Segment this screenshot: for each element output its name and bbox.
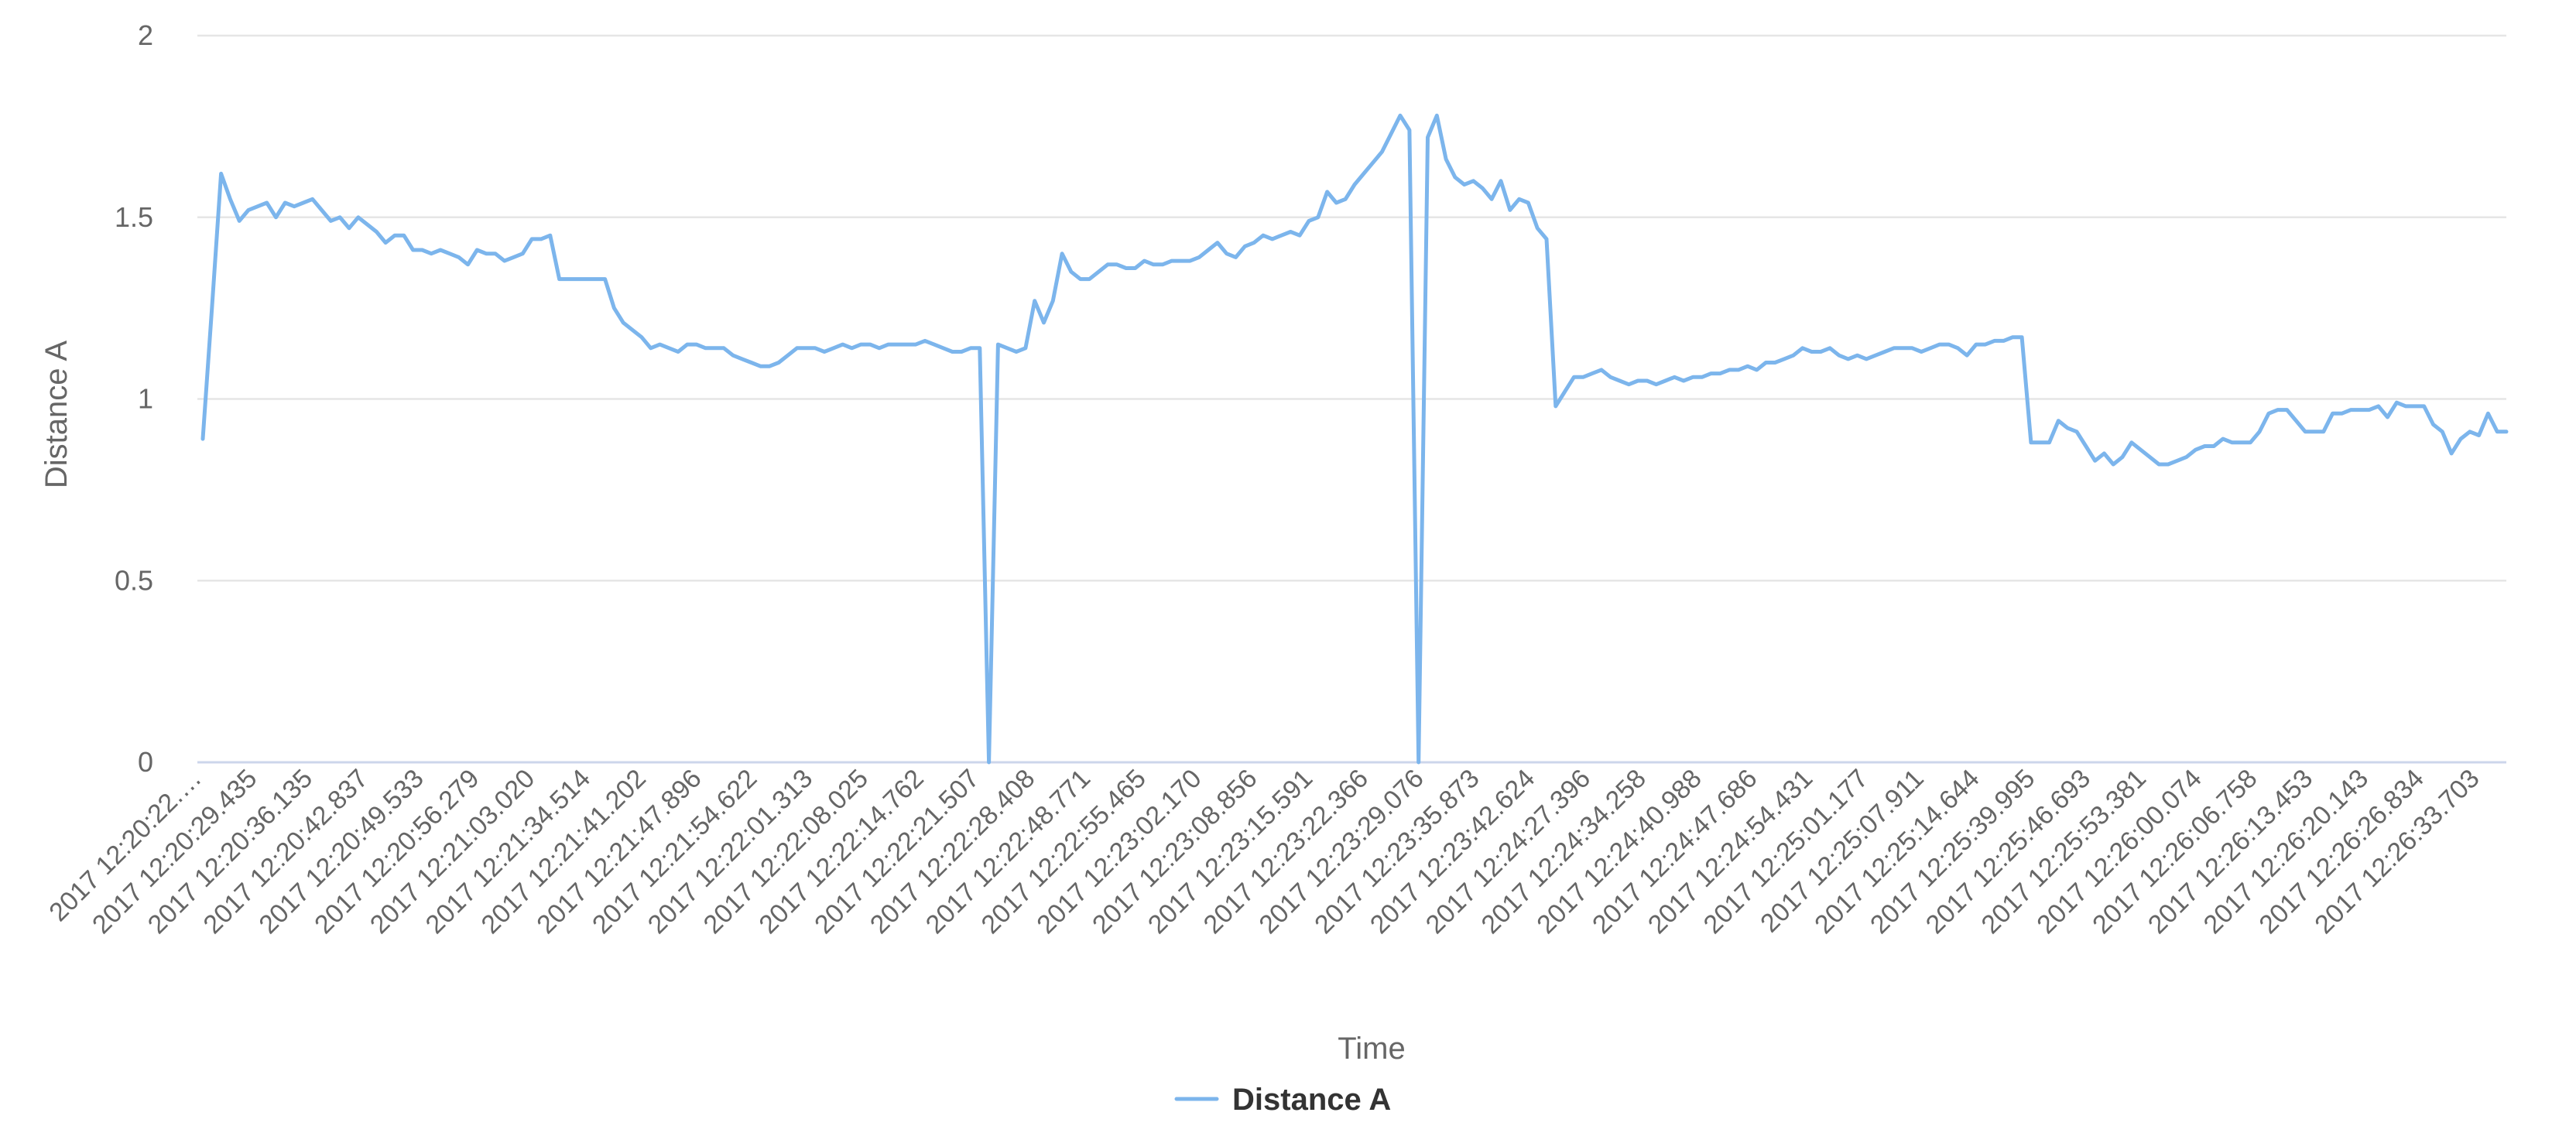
y-tick-label: 0 bbox=[138, 746, 153, 778]
legend-label: Distance A bbox=[1232, 1083, 1391, 1117]
series-line-distance-a[interactable] bbox=[200, 113, 2509, 765]
x-axis-title: Time bbox=[1338, 1032, 1405, 1066]
y-axis-tick-labels: 0 0.5 1 1.5 2 bbox=[115, 19, 153, 778]
y-tick-label: 1 bbox=[138, 383, 153, 415]
y-tick-label: 0.5 bbox=[115, 564, 153, 596]
y-axis-title: Distance A bbox=[39, 341, 74, 489]
series-layer bbox=[200, 113, 2509, 765]
grid-lines bbox=[197, 34, 2506, 582]
y-tick-label: 2 bbox=[138, 19, 153, 51]
legend[interactable]: Distance A bbox=[1174, 1083, 1391, 1117]
y-tick-label: 1.5 bbox=[115, 201, 153, 233]
